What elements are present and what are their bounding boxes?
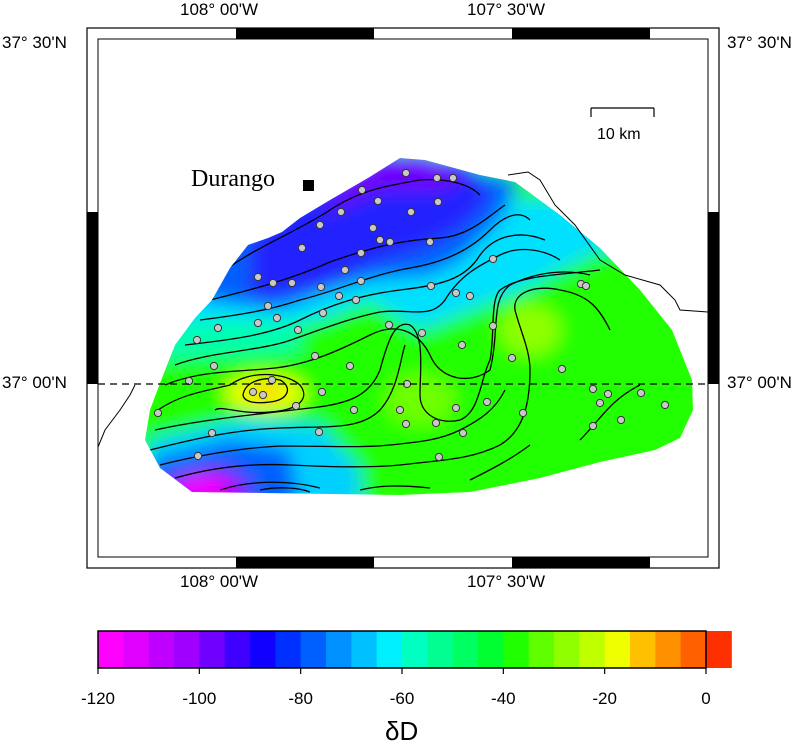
lon-label-top-108: 108° 00'W xyxy=(180,0,259,19)
scale-bar-label: 10 km xyxy=(597,126,641,143)
lon-label-top-107-30: 107° 30'W xyxy=(467,0,546,19)
colorbar-swatch xyxy=(199,631,226,668)
lat-label-left-37-30: 37° 30'N xyxy=(2,33,67,52)
colorbar xyxy=(98,631,732,668)
boundary-line-east xyxy=(507,171,709,313)
colorbar-swatch xyxy=(351,631,378,668)
lat-label-right-37-00: 37° 00'N xyxy=(727,373,792,392)
sample-sites xyxy=(153,168,670,462)
colorbar-swatch xyxy=(174,631,200,668)
city-marker xyxy=(303,180,314,191)
colorbar-swatch xyxy=(300,631,327,668)
boundary-line-west xyxy=(97,384,136,448)
colorbar-swatch xyxy=(148,631,175,668)
colorbar-swatch xyxy=(326,631,352,668)
colorbar-swatch xyxy=(376,631,403,668)
colorbar-tick-label: -120 xyxy=(80,689,116,708)
colorbar-swatch xyxy=(250,631,276,668)
colorbar-swatch xyxy=(630,631,656,668)
colorbar-tick-label: -20 xyxy=(592,689,617,708)
colorbar-swatch xyxy=(706,631,732,668)
colorbar-swatch xyxy=(655,631,682,668)
colorbar-swatch xyxy=(554,631,580,668)
scale-bar xyxy=(590,107,655,117)
colorbar-swatch xyxy=(579,631,606,668)
colorbar-tick-label: -60 xyxy=(389,689,415,708)
lat-label-left-37-00: 37° 00'N xyxy=(2,373,67,392)
colorbar-swatch xyxy=(123,631,150,668)
colorbar-swatch xyxy=(604,631,631,668)
colorbar-swatch xyxy=(478,631,504,668)
lat-label-right-37-30: 37° 30'N xyxy=(727,33,792,52)
colorbar-swatch xyxy=(680,631,707,668)
lon-label-bottom-108: 108° 00'W xyxy=(180,572,259,591)
colorbar-swatch xyxy=(503,631,530,668)
colorbar-swatch xyxy=(427,631,454,668)
colorbar-tick-label: 0 xyxy=(701,689,711,708)
colorbar-tick-label: -100 xyxy=(182,689,217,708)
colorbar-swatch xyxy=(452,631,479,668)
colorbar-swatch xyxy=(224,631,251,668)
colorbar-swatch xyxy=(275,631,302,668)
colorbar-tick-label: -40 xyxy=(491,689,516,708)
colorbar-ticks xyxy=(97,668,707,674)
colorbar-tick-label: -80 xyxy=(288,689,313,708)
city-label-durango: Durango xyxy=(191,166,275,192)
colorbar-swatch xyxy=(528,631,555,668)
colorbar-swatch xyxy=(98,631,124,668)
lon-label-bottom-107-30: 107° 30'W xyxy=(467,572,546,591)
colorbar-title: δD xyxy=(385,716,419,746)
colorbar-swatch xyxy=(402,631,428,668)
